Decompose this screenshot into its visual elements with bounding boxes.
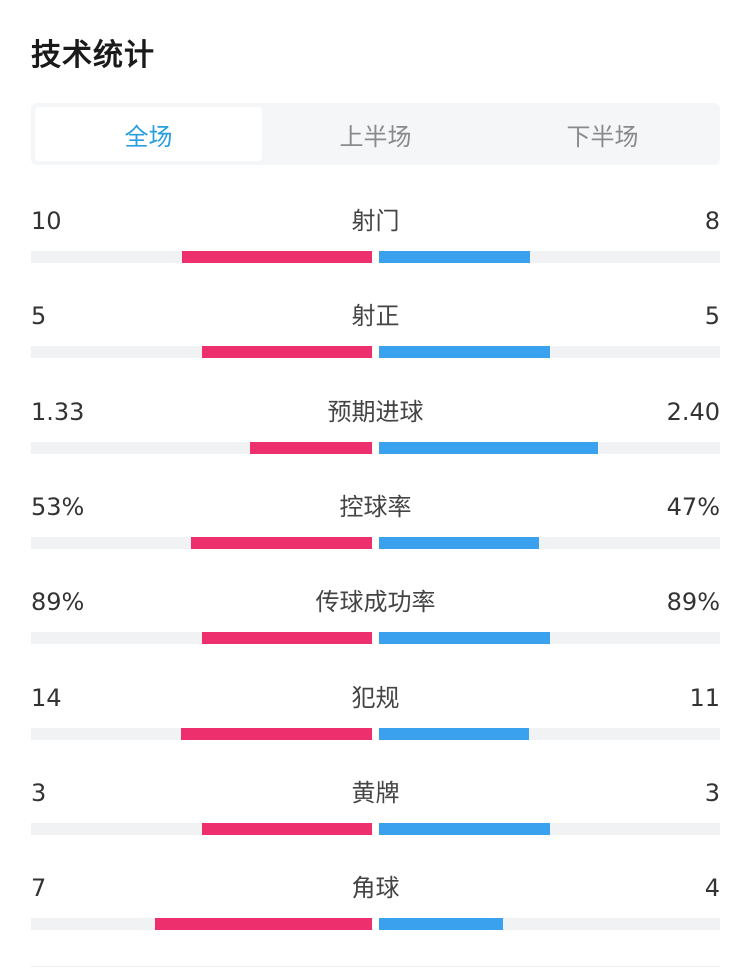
home-bar [191, 536, 372, 549]
stat-home-value: 10 [31, 207, 62, 235]
home-track [31, 346, 372, 359]
home-bar [181, 727, 372, 740]
away-bar [379, 918, 504, 931]
away-bar [379, 632, 550, 645]
away-track [379, 632, 720, 645]
away-bar [379, 441, 599, 454]
stat-away-value: 8 [704, 207, 720, 235]
stat-away-value: 5 [704, 302, 720, 331]
away-bar [379, 536, 540, 549]
away-track [379, 346, 720, 359]
stat-row: 1.33 预期进球 2.40 [31, 396, 720, 466]
away-track [379, 536, 720, 549]
away-bar [379, 251, 531, 263]
home-track [31, 251, 372, 263]
home-bar [182, 251, 372, 263]
stat-away-value: 47% [666, 492, 720, 521]
home-track [31, 632, 372, 645]
stat-label: 射正 [351, 302, 400, 331]
stat-home-value: 5 [31, 302, 47, 331]
away-track [379, 727, 720, 740]
home-track [31, 918, 372, 931]
stat-home-value: 7 [31, 874, 47, 903]
stat-home-value: 53% [31, 492, 85, 521]
stat-away-value: 2.40 [666, 397, 720, 426]
stat-home-value: 89% [31, 588, 85, 617]
stat-row: 89% 传球成功率 89% [31, 586, 720, 656]
home-bar [155, 918, 372, 931]
tab-full-match[interactable]: 全场 [35, 107, 262, 161]
stat-away-value: 4 [704, 874, 720, 903]
home-track [31, 727, 372, 740]
away-track [379, 251, 720, 263]
away-bar [379, 727, 530, 740]
page-title: 技术统计 [31, 38, 155, 73]
home-track [31, 822, 372, 835]
away-track [379, 441, 720, 454]
stat-label: 控球率 [339, 492, 412, 521]
home-bar [201, 632, 372, 645]
stat-away-value: 3 [704, 778, 720, 807]
tab-first-half[interactable]: 上半场 [339, 122, 412, 151]
stat-label: 黄牌 [351, 778, 400, 807]
stat-row: 7 角球 4 [31, 872, 720, 942]
away-track [379, 918, 720, 931]
home-bar [250, 441, 372, 454]
tab-second-half[interactable]: 下半场 [566, 122, 639, 151]
stat-home-value: 3 [31, 778, 47, 807]
stat-label: 传球成功率 [315, 588, 436, 617]
home-bar [201, 346, 372, 359]
stat-away-value: 89% [666, 588, 720, 617]
stat-home-value: 14 [31, 683, 62, 712]
away-bar [379, 346, 550, 359]
stat-home-value: 1.33 [31, 397, 85, 426]
period-tabs: 全场 上半场 下半场 [31, 103, 720, 165]
stat-label: 犯规 [351, 683, 400, 712]
stat-row: 14 犯规 11 [31, 682, 720, 752]
away-bar [379, 822, 550, 835]
divider [31, 966, 720, 967]
stat-away-value: 11 [689, 683, 720, 712]
stat-label: 角球 [351, 874, 400, 903]
stat-row: 10 射门 8 [31, 205, 720, 275]
stat-row: 3 黄牌 3 [31, 777, 720, 847]
home-track [31, 536, 372, 549]
stat-row: 5 射正 5 [31, 300, 720, 370]
stat-row: 53% 控球率 47% [31, 491, 720, 561]
away-track [379, 822, 720, 835]
stat-label: 射门 [351, 207, 400, 235]
home-bar [201, 822, 372, 835]
stat-label: 预期进球 [327, 397, 424, 426]
home-track [31, 441, 372, 454]
